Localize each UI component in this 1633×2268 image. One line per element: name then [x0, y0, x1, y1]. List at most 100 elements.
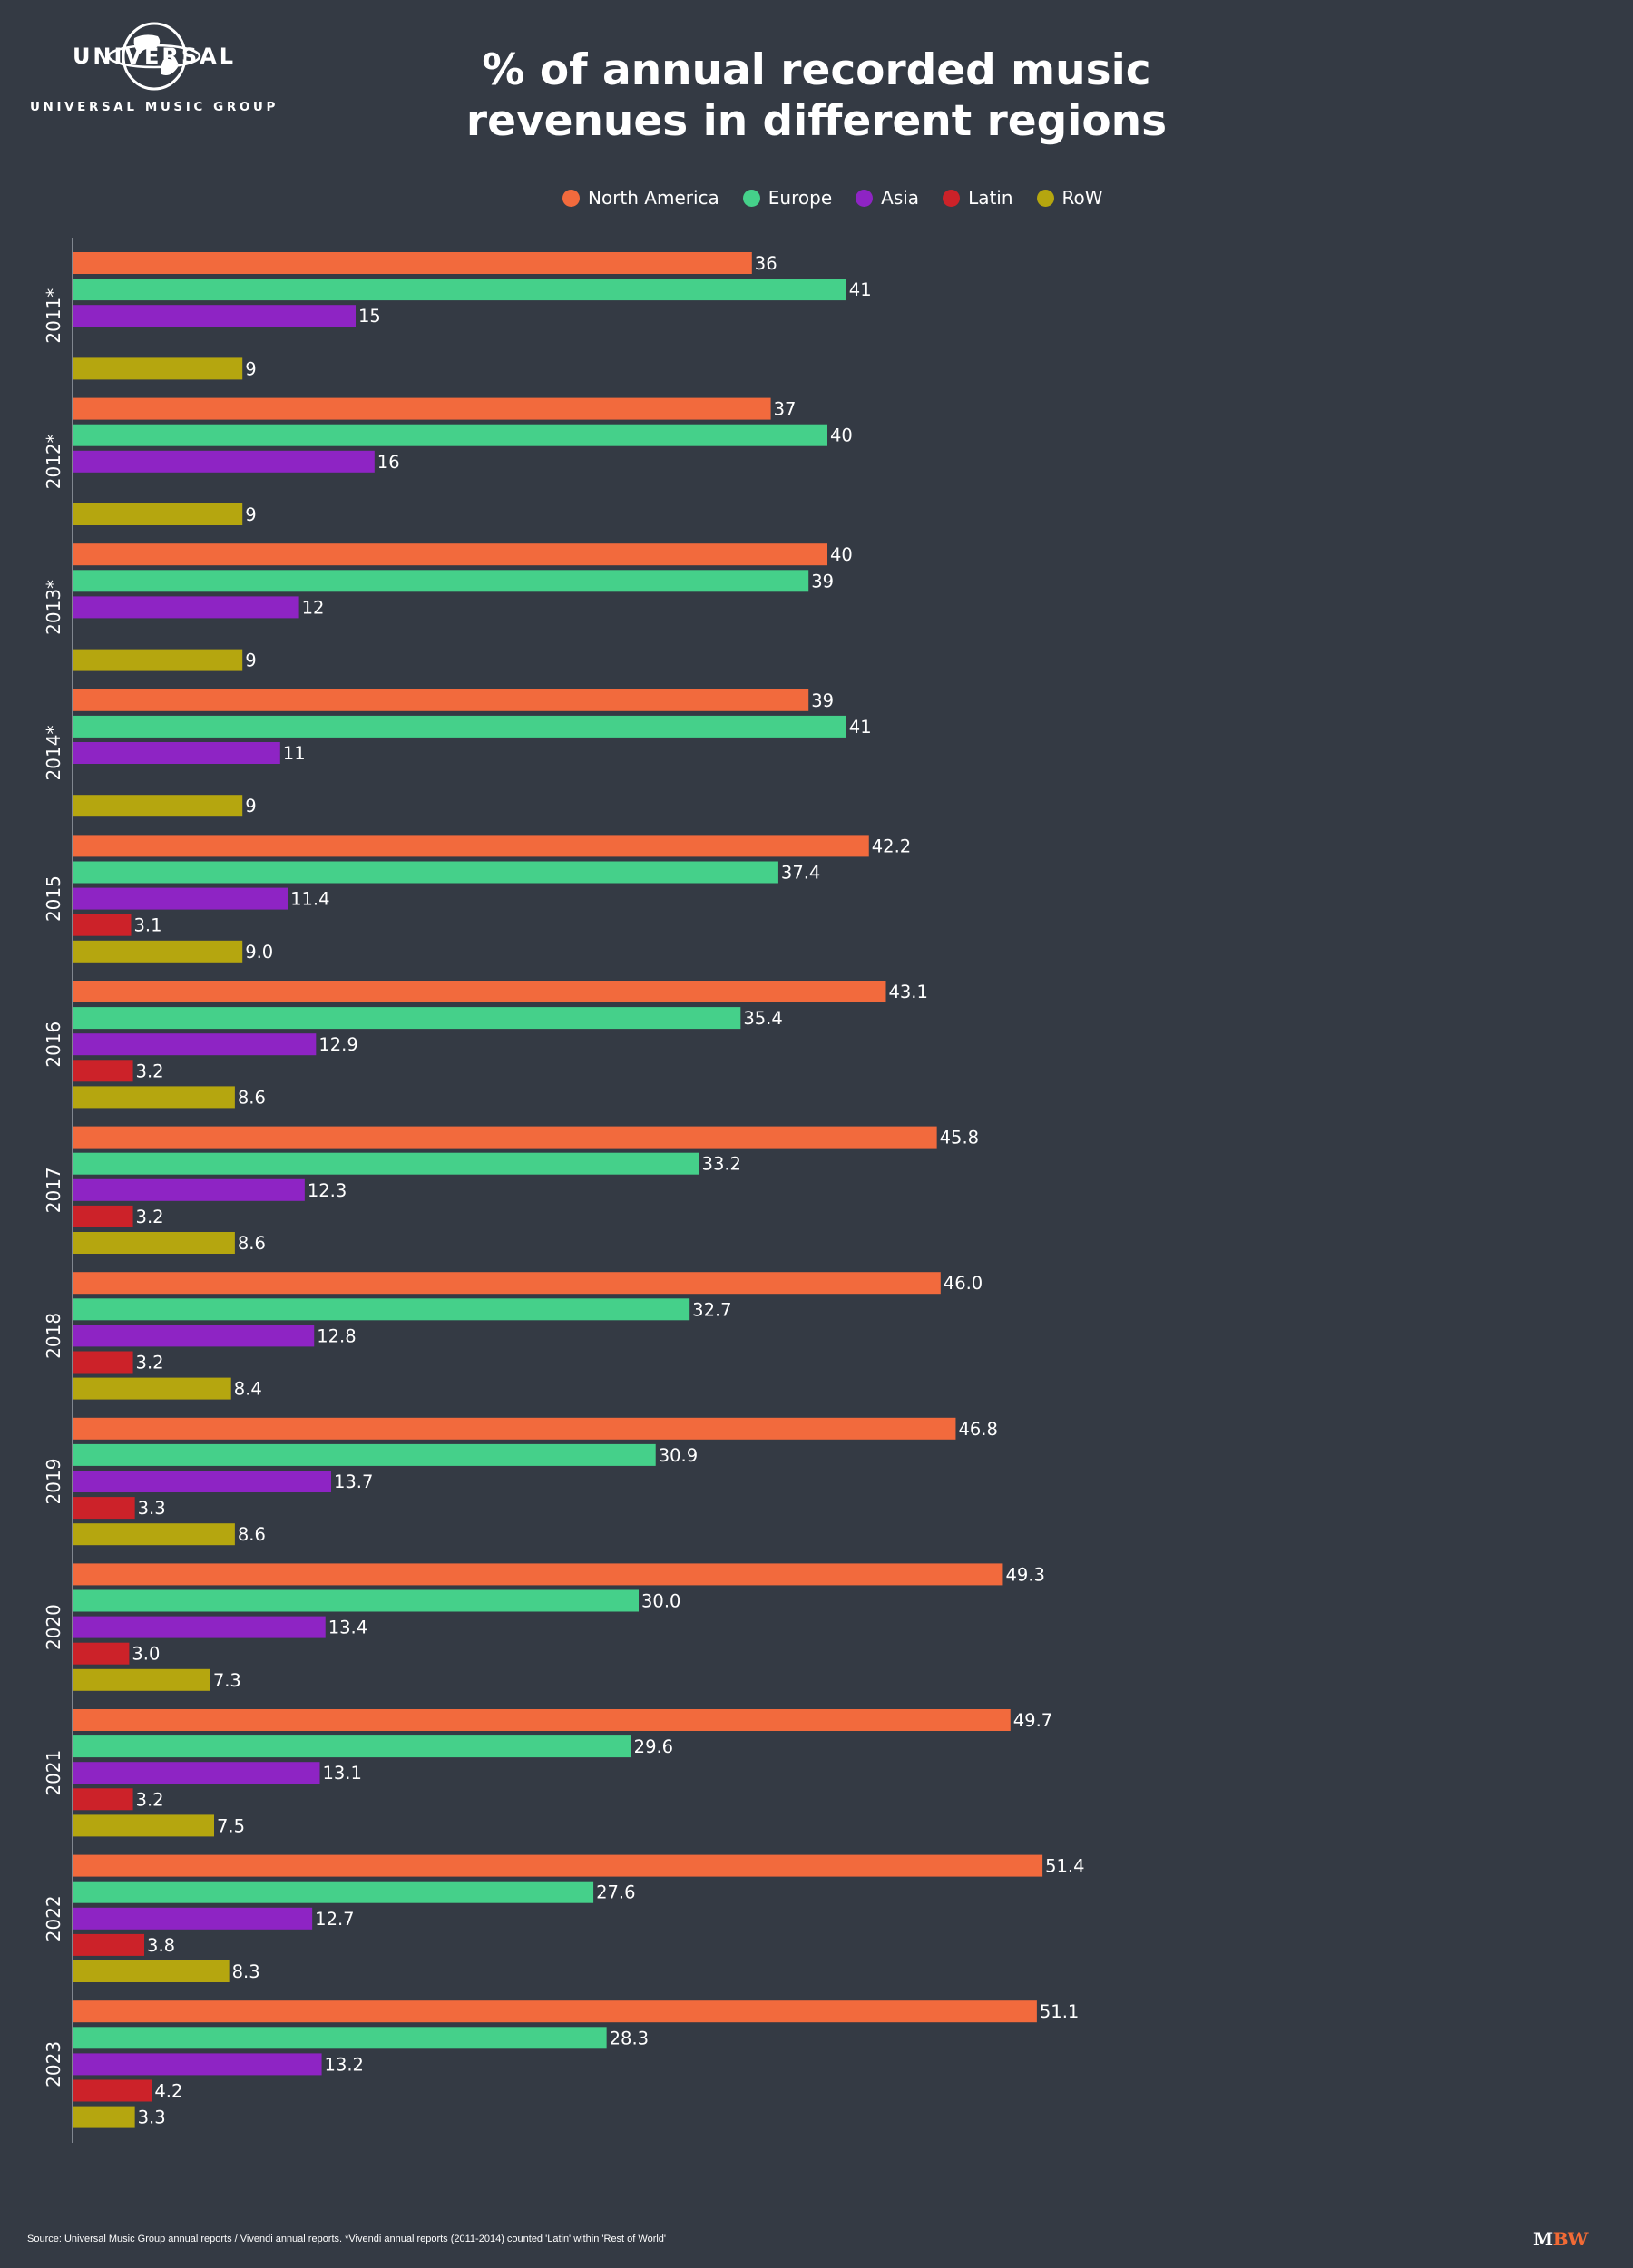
bar-north-america[interactable]	[73, 835, 869, 857]
legend-item-row[interactable]: RoW	[1036, 187, 1103, 209]
y-tick-label: 2013*	[43, 580, 64, 635]
bar-row[interactable]	[73, 1232, 235, 1254]
bar-row[interactable]	[73, 940, 243, 963]
bar-north-america[interactable]	[73, 1417, 956, 1440]
data-label: 3.0	[132, 1644, 160, 1665]
bar-north-america[interactable]	[73, 1854, 1043, 1877]
data-label: 39	[811, 690, 834, 711]
legend-swatch-europe	[742, 189, 760, 207]
chart-title: % of annual recorded music revenues in d…	[390, 45, 1243, 147]
data-label: 16	[377, 452, 400, 473]
bar-north-america[interactable]	[73, 689, 809, 711]
bar-europe[interactable]	[73, 570, 809, 592]
bar-asia[interactable]	[73, 1762, 320, 1784]
data-label: 3.3	[138, 1498, 166, 1519]
bar-row[interactable]	[73, 1086, 235, 1109]
bar-north-america[interactable]	[73, 397, 771, 420]
bar-asia[interactable]	[73, 596, 299, 619]
bar-latin[interactable]	[73, 1788, 133, 1811]
data-label: 8.6	[238, 1524, 266, 1545]
bar-row[interactable]	[73, 649, 243, 671]
data-label: 12	[302, 597, 325, 618]
bar-asia[interactable]	[73, 742, 280, 764]
bar-europe[interactable]	[73, 1881, 594, 1903]
chart-title-line-2: revenues in different regions	[465, 96, 1168, 146]
bar-europe[interactable]	[73, 2027, 607, 2049]
mbw-logo-bw: BW	[1552, 2228, 1589, 2250]
bar-row[interactable]	[73, 1523, 235, 1546]
bar-europe[interactable]	[73, 1152, 699, 1175]
data-label: 8.6	[238, 1087, 266, 1108]
bar-row[interactable]	[73, 503, 243, 525]
data-label: 35.4	[743, 1008, 782, 1029]
bar-europe[interactable]	[73, 1007, 741, 1030]
bar-asia[interactable]	[73, 1616, 326, 1638]
bar-north-america[interactable]	[73, 2000, 1037, 2023]
data-label: 46.8	[958, 1419, 997, 1440]
bar-latin[interactable]	[73, 2079, 152, 2102]
bar-row[interactable]	[73, 1814, 214, 1837]
bar-asia[interactable]	[73, 1178, 305, 1201]
bar-row[interactable]	[73, 1960, 230, 1982]
bar-latin[interactable]	[73, 1497, 135, 1520]
data-label: 32.7	[692, 1299, 731, 1320]
legend-items: North America Europe Asia Latin RoW	[562, 187, 1103, 209]
bar-latin[interactable]	[73, 914, 132, 936]
bar-north-america[interactable]	[73, 981, 886, 1002]
bar-europe[interactable]	[73, 424, 827, 446]
bar-row[interactable]	[73, 2106, 135, 2128]
bar-row[interactable]	[73, 1377, 231, 1400]
bar-asia[interactable]	[73, 1033, 317, 1056]
data-label: 3.1	[133, 915, 161, 936]
data-label: 9	[245, 504, 256, 525]
legend-swatch-row	[1036, 189, 1054, 207]
bar-north-america[interactable]	[73, 252, 752, 274]
bar-europe[interactable]	[73, 861, 778, 884]
bar-latin[interactable]	[73, 1205, 133, 1227]
bar-asia[interactable]	[73, 450, 375, 473]
y-tick-label: 2015	[43, 875, 64, 922]
bar-row[interactable]	[73, 1668, 210, 1691]
bar-north-america[interactable]	[73, 1709, 1011, 1731]
bar-latin[interactable]	[73, 1933, 145, 1956]
legend-label-latin: Latin	[968, 187, 1013, 209]
bar-europe[interactable]	[73, 1589, 639, 1612]
legend-item-asia[interactable]: Asia	[856, 187, 919, 209]
bar-latin[interactable]	[73, 1060, 133, 1082]
y-tick-label: 2011*	[43, 288, 64, 344]
y-tick-label: 2014*	[43, 726, 64, 781]
bar-north-america[interactable]	[73, 1272, 941, 1295]
bar-latin[interactable]	[73, 1642, 130, 1665]
legend-item-latin[interactable]: Latin	[943, 187, 1013, 209]
y-tick-label: 2019	[43, 1459, 64, 1505]
bar-north-america[interactable]	[73, 1563, 1003, 1586]
bar-latin[interactable]	[73, 1351, 133, 1374]
data-label: 33.2	[702, 1154, 741, 1175]
bar-europe[interactable]	[73, 279, 846, 301]
bar-asia[interactable]	[73, 887, 288, 910]
bar-north-america[interactable]	[73, 543, 827, 566]
bar-europe[interactable]	[73, 715, 846, 738]
logo-subtitle: UNIVERSAL MUSIC GROUP	[30, 100, 279, 114]
legend-item-europe[interactable]: Europe	[742, 187, 832, 209]
bar-asia[interactable]	[73, 305, 356, 327]
bar-europe[interactable]	[73, 1443, 656, 1466]
bar-asia[interactable]	[73, 2053, 322, 2076]
data-label: 46.0	[944, 1273, 983, 1294]
bar-row[interactable]	[73, 357, 243, 380]
data-label: 11.4	[290, 889, 329, 910]
legend-item-north-america[interactable]: North America	[562, 187, 719, 209]
data-label: 12.7	[315, 1909, 354, 1930]
bar-europe[interactable]	[73, 1298, 690, 1321]
data-label: 12.3	[308, 1180, 347, 1201]
y-tick-label: 2018	[43, 1313, 64, 1359]
data-label: 41	[849, 279, 872, 300]
bar-asia[interactable]	[73, 1471, 331, 1492]
legend-label-north-america: North America	[588, 187, 719, 209]
bar-asia[interactable]	[73, 1907, 313, 1930]
bar-row[interactable]	[73, 795, 243, 817]
bar-asia[interactable]	[73, 1325, 315, 1347]
bar-north-america[interactable]	[73, 1126, 937, 1149]
legend-swatch-latin	[943, 189, 961, 207]
bar-europe[interactable]	[73, 1735, 631, 1758]
